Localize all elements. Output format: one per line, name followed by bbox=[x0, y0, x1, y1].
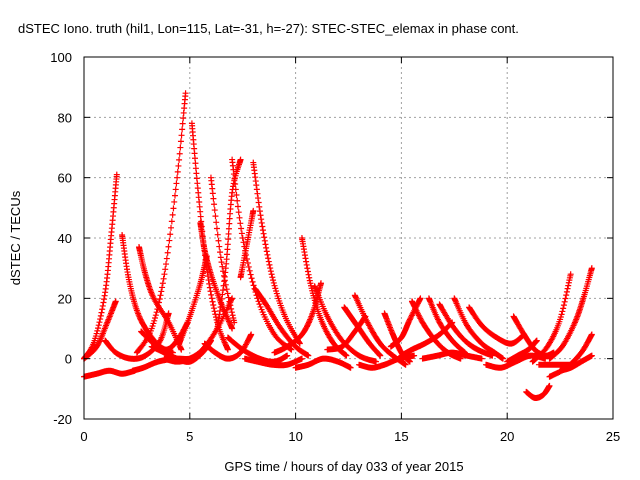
data-series-arc bbox=[504, 337, 540, 365]
plus-markers bbox=[419, 349, 485, 362]
plus-markers bbox=[237, 207, 257, 281]
x-tick-label: 25 bbox=[606, 429, 620, 444]
data-series-arc bbox=[546, 265, 595, 362]
y-tick-label: 80 bbox=[58, 110, 72, 125]
data-series-arc bbox=[466, 304, 528, 347]
plus-markers bbox=[425, 295, 468, 356]
y-tick-label: 60 bbox=[58, 171, 72, 186]
y-tick-label: 20 bbox=[58, 291, 72, 306]
axis-ticks: 0 5 10 15 20 25 -20 0 20 40 60 80 100 bbox=[50, 50, 620, 444]
x-tick-label: 15 bbox=[394, 429, 408, 444]
chart-title: dSTEC Iono. truth (hil1, Lon=115, Lat=-3… bbox=[18, 21, 519, 36]
plus-markers bbox=[207, 174, 238, 326]
data-series-arc bbox=[292, 355, 354, 371]
x-tick-label: 5 bbox=[186, 429, 193, 444]
y-tick-label: -20 bbox=[53, 412, 72, 427]
x-axis-label: GPS time / hours of day 033 of year 2015 bbox=[224, 459, 463, 474]
plus-markers bbox=[466, 304, 528, 347]
y-tick-label: 100 bbox=[50, 50, 72, 65]
x-tick-label: 0 bbox=[80, 429, 87, 444]
plus-markers bbox=[214, 156, 244, 332]
data-series-arc bbox=[546, 331, 595, 380]
plus-markers bbox=[523, 382, 553, 401]
data-series-arc bbox=[102, 310, 172, 362]
data-series-arc bbox=[341, 304, 384, 359]
y-axis-label: dSTEC / TECUs bbox=[8, 190, 23, 285]
x-tick-label: 20 bbox=[500, 429, 514, 444]
data-series-arc bbox=[351, 292, 409, 368]
plus-markers bbox=[241, 355, 305, 369]
plus-markers bbox=[292, 355, 354, 371]
data-series-arc bbox=[529, 271, 574, 365]
plus-markers bbox=[546, 331, 595, 380]
y-tick-label: 40 bbox=[58, 231, 72, 246]
plus-markers bbox=[341, 304, 384, 359]
x-tick-label: 10 bbox=[288, 429, 302, 444]
data-series-arc bbox=[451, 295, 506, 362]
data-series-arc bbox=[207, 174, 238, 326]
data-series-arc bbox=[237, 207, 257, 281]
data-series-arc bbox=[241, 355, 305, 369]
data-layer bbox=[81, 90, 595, 401]
plus-markers bbox=[197, 219, 236, 332]
plus-markers bbox=[436, 301, 496, 359]
data-series-arc bbox=[419, 349, 485, 362]
plus-markers bbox=[102, 310, 172, 362]
plus-markers bbox=[298, 235, 350, 359]
data-series-arc bbox=[523, 382, 553, 401]
data-series-arc bbox=[197, 219, 236, 332]
data-series-arc bbox=[250, 159, 303, 347]
data-series-arc bbox=[425, 295, 468, 356]
plus-markers bbox=[504, 337, 540, 365]
data-series-arc bbox=[133, 90, 189, 356]
data-series-arc bbox=[214, 156, 244, 332]
plus-markers bbox=[451, 295, 506, 362]
plus-markers bbox=[546, 265, 595, 362]
y-tick-label: 0 bbox=[65, 352, 72, 367]
plus-markers bbox=[351, 292, 409, 368]
data-series-arc bbox=[298, 235, 350, 359]
plus-markers bbox=[133, 90, 189, 356]
data-series-arc bbox=[436, 301, 496, 359]
plus-markers bbox=[250, 159, 303, 347]
plus-markers bbox=[529, 271, 574, 365]
